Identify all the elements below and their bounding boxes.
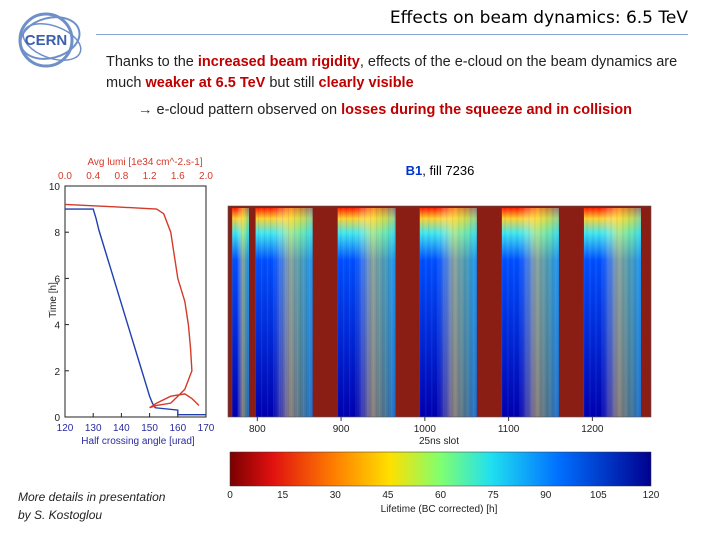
colorbar-tick-label: 120 [643, 490, 660, 501]
y-tick-label: 10 [49, 182, 61, 193]
heatmap-x-tick-label: 900 [333, 424, 350, 435]
top-tick-label: 0.8 [114, 171, 128, 182]
x-tick-label: 120 [57, 423, 74, 434]
x-axis-label: Half crossing angle [urad] [81, 436, 195, 447]
heatmap-frame [227, 205, 652, 418]
bunch-train [501, 208, 559, 417]
losses-text: → e-cloud pattern observed on losses dur… [138, 102, 632, 118]
y-tick-label: 0 [54, 413, 60, 424]
heatmap-x-tick-label: 1200 [581, 424, 604, 435]
plot-frame [64, 185, 207, 418]
x-tick-label: 170 [198, 423, 215, 434]
top-tick-label: 0.0 [58, 171, 72, 182]
svg-text:CERN: CERN [25, 32, 68, 49]
lifetime-colorbar: 0 15 30 45 60 75 90 105 120 Lifetime (BC correct… [227, 451, 660, 515]
colorbar-tick-label: 105 [590, 490, 607, 501]
colorbar-tick-label: 75 [488, 490, 500, 501]
heatmap-x-tick-label: 800 [249, 424, 266, 435]
highlight-rigidity: increased beam rigidity [197, 54, 360, 70]
colorbar-tick-label: 45 [382, 490, 394, 501]
heatmap-x-tick-label: 1000 [414, 424, 437, 435]
highlight-weaker: weaker at 6.5 TeV [145, 75, 266, 91]
bunch-train [231, 208, 249, 417]
arrow-icon: → [138, 102, 153, 118]
heatmap-x-tick-label: 1100 [498, 424, 520, 435]
y-tick-label: 4 [54, 321, 60, 332]
highlight-losses: losses during the squeeze and in collisi… [341, 102, 632, 118]
highlight-visible: clearly visible [318, 75, 414, 91]
figure-title: B1, fill 7236 [405, 163, 475, 178]
top-tick-label: 1.2 [143, 171, 157, 182]
slide-title: Effects on beam dynamics: 6.5 TeV [389, 8, 688, 28]
colorbar-tick-label: 0 [227, 490, 233, 501]
title-divider [96, 34, 688, 35]
bunch-train [255, 208, 313, 417]
top-tick-label: 2.0 [199, 171, 213, 182]
series-half-crossing-angle [65, 208, 206, 416]
top-tick-label: 1.6 [171, 171, 185, 182]
y-tick-label: 2 [54, 367, 60, 378]
x-tick-label: 160 [169, 423, 186, 434]
x-tick-label: 130 [85, 423, 102, 434]
top-axis-title: Avg lumi [1e34 cm^-2.s-1] [87, 157, 202, 168]
colorbar-tick-label: 90 [540, 490, 552, 501]
x-tick-label: 140 [113, 423, 130, 434]
top-tick-label: 0.4 [86, 171, 100, 182]
y-tick-label: 8 [54, 228, 60, 239]
crossing-angle-chart: Avg lumi [1e34 cm^-2.s-1] 0.0 0.4 0.8 1.2 1.… [48, 157, 215, 447]
bunch-train [337, 208, 396, 417]
cern-logo: CERN [18, 12, 82, 68]
body-text: Thanks to the increased beam rigidity, e… [106, 54, 678, 91]
presentation-note: More details in presentation by S. Kostog… [18, 490, 166, 522]
y-axis-label: Time [h] [48, 282, 59, 318]
colorbar-label: Lifetime (BC corrected) [h] [381, 504, 498, 515]
series-avg-lumi [64, 203, 200, 409]
x-tick-label: 150 [141, 423, 158, 434]
bunch-train [419, 208, 477, 417]
colorbar-tick-label: 60 [435, 490, 447, 501]
colorbar-tick-label: 15 [277, 490, 289, 501]
heatmap-x-label: 25ns slot [419, 436, 459, 445]
lifetime-heatmap: 800 900 1000 1100 1200 25ns slot [227, 205, 652, 445]
colorbar-gradient [229, 451, 652, 487]
bunch-train [583, 208, 641, 417]
y-tick-label: 6 [54, 274, 60, 285]
colorbar-tick-label: 30 [330, 490, 342, 501]
